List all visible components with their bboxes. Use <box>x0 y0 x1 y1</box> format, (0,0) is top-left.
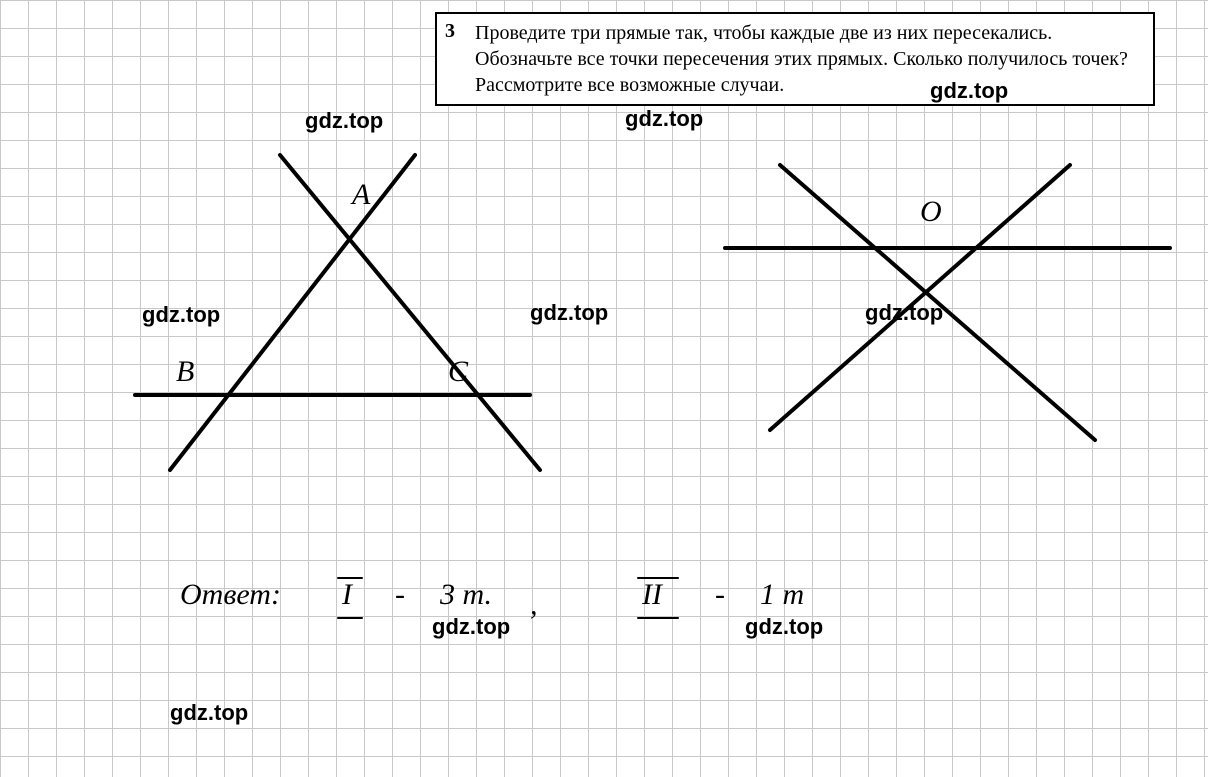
watermark: gdz.top <box>930 78 1008 104</box>
watermark: gdz.top <box>305 108 383 134</box>
problem-text: Проведите три прямые так, чтобы каждые д… <box>475 20 1145 98</box>
answer-case1-val: 3 т. <box>440 578 492 612</box>
watermark: gdz.top <box>865 300 943 326</box>
watermark: gdz.top <box>745 614 823 640</box>
point-b-label: B <box>176 355 194 389</box>
answer-case2-val: 1 т <box>760 578 804 612</box>
point-a-label: A <box>352 178 370 212</box>
watermark: gdz.top <box>530 300 608 326</box>
watermark: gdz.top <box>170 700 248 726</box>
problem-box: 3 Проведите три прямые так, чтобы каждые… <box>435 12 1155 106</box>
watermark: gdz.top <box>142 302 220 328</box>
answer-case2-num: II <box>642 578 662 612</box>
answer-dash1: - <box>395 578 405 612</box>
point-c-label: C <box>448 355 468 389</box>
watermark: gdz.top <box>625 106 703 132</box>
watermark: gdz.top <box>432 614 510 640</box>
point-o-label: O <box>920 195 942 229</box>
answer-comma: , <box>530 588 538 622</box>
problem-number: 3 <box>445 20 465 43</box>
answer-dash2: - <box>715 578 725 612</box>
answer-label: Ответ: <box>180 578 281 612</box>
answer-case1-num: I <box>342 578 352 612</box>
